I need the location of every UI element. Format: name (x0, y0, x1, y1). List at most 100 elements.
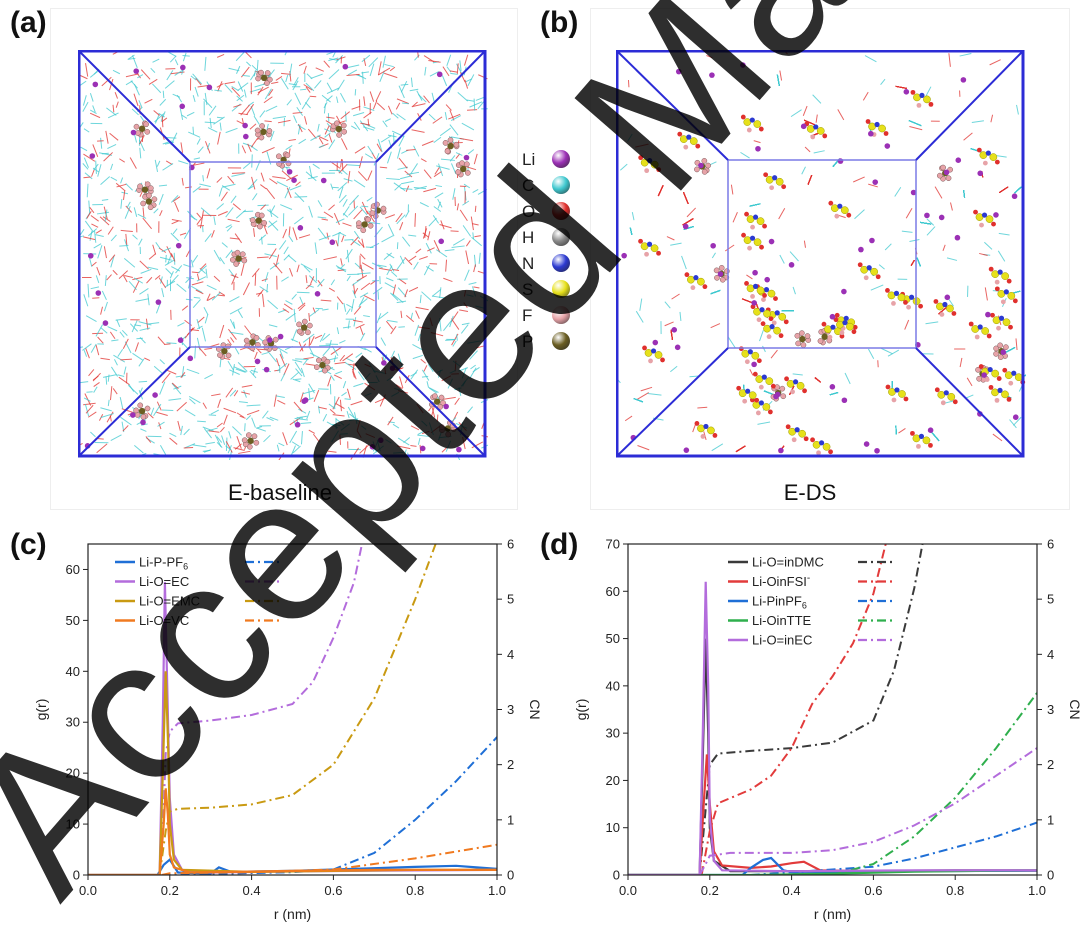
bond-stick (730, 184, 734, 195)
bond-stick (246, 404, 261, 407)
bond-stick (285, 312, 296, 321)
bond-stick (408, 234, 417, 237)
f-atom (296, 328, 303, 335)
bond-stick (95, 275, 100, 284)
bond-stick (302, 333, 315, 343)
bond-stick (241, 145, 247, 154)
bond-stick (348, 194, 359, 206)
f-atom (834, 213, 840, 219)
bond-stick (342, 381, 347, 389)
bond-stick (268, 352, 277, 363)
bond-stick (330, 183, 334, 190)
o-atom (762, 223, 767, 229)
y2-tick-label: 2 (1047, 757, 1054, 772)
bond-stick (87, 283, 90, 298)
s-atom (775, 177, 784, 186)
bond-stick (419, 294, 422, 304)
bond-stick (449, 124, 459, 136)
bond-stick (147, 293, 150, 306)
bond-stick (434, 192, 444, 199)
bond-stick (100, 327, 108, 334)
bond-stick (418, 326, 430, 330)
bond-stick (868, 183, 878, 188)
bond-stick (461, 367, 467, 379)
bond-stick (415, 310, 420, 319)
panel-b-letter: (b) (540, 6, 579, 39)
n-atom (759, 307, 765, 313)
bond-stick (401, 180, 414, 185)
bond-stick (85, 404, 94, 414)
bond-stick (105, 376, 108, 385)
f-atom (463, 161, 470, 168)
s-atom (689, 137, 698, 145)
f-atom (324, 358, 331, 365)
n-atom (943, 390, 949, 396)
bond-stick (473, 98, 476, 111)
f-atom (442, 140, 449, 146)
bond-stick (251, 268, 260, 278)
bond-stick (116, 319, 121, 328)
bond-stick (385, 320, 394, 330)
bond-stick (421, 140, 434, 146)
bond-stick (779, 70, 783, 81)
bond-stick (284, 186, 291, 199)
bond-stick (267, 299, 279, 310)
p-atom (221, 347, 228, 355)
li-atom (369, 444, 376, 450)
bond-stick (472, 232, 475, 240)
x-tick-label: 0.0 (619, 883, 637, 898)
f-atom (891, 300, 896, 306)
element-sphere-icon (552, 228, 570, 246)
bond-stick (398, 157, 408, 169)
bond-stick (448, 113, 461, 120)
y-axis-label: g(r) (33, 699, 49, 721)
o-atom (695, 143, 701, 149)
o-atom (773, 296, 778, 302)
bond-stick (88, 200, 91, 214)
o-atom (857, 262, 863, 268)
bond-stick (392, 284, 397, 296)
n-atom (942, 301, 948, 308)
li-atom (206, 84, 213, 91)
element-sphere-icon (552, 176, 570, 194)
bond-stick (172, 93, 181, 98)
o-atom (754, 397, 760, 403)
bond-stick (364, 347, 372, 353)
bond-stick (354, 89, 357, 96)
bond-stick (139, 147, 142, 159)
bond-stick (339, 434, 341, 445)
s-atom (763, 309, 771, 318)
p-atom (319, 361, 326, 369)
bond-stick (293, 115, 298, 123)
bond-stick (88, 228, 98, 237)
bond-stick (263, 434, 271, 443)
bond-stick (258, 234, 267, 242)
bond-stick (366, 210, 375, 223)
bond-stick (283, 246, 289, 255)
li-atom (841, 397, 848, 404)
bond-stick (926, 226, 936, 236)
bond-stick (226, 225, 233, 232)
bond-stick (221, 185, 231, 191)
bond-stick (124, 206, 131, 219)
bond-stick (445, 440, 452, 452)
bond-stick (464, 269, 470, 281)
bond-stick (321, 94, 331, 103)
f-atom (266, 128, 273, 134)
bond-stick (350, 125, 357, 130)
bond-stick (139, 336, 146, 344)
f-atom (464, 170, 471, 176)
bond-stick (207, 127, 218, 133)
bond-stick (333, 374, 342, 379)
bond-stick (240, 263, 245, 276)
y2-tick-label: 6 (507, 537, 514, 552)
bond-stick (192, 126, 194, 135)
bond-stick (132, 276, 143, 281)
bond-stick (166, 342, 177, 344)
li-atom (1000, 349, 1007, 355)
bond-stick (171, 218, 182, 222)
bond-stick (749, 368, 754, 376)
bond-stick (139, 260, 149, 270)
bond-stick (405, 210, 410, 218)
bond-stick (223, 407, 237, 414)
